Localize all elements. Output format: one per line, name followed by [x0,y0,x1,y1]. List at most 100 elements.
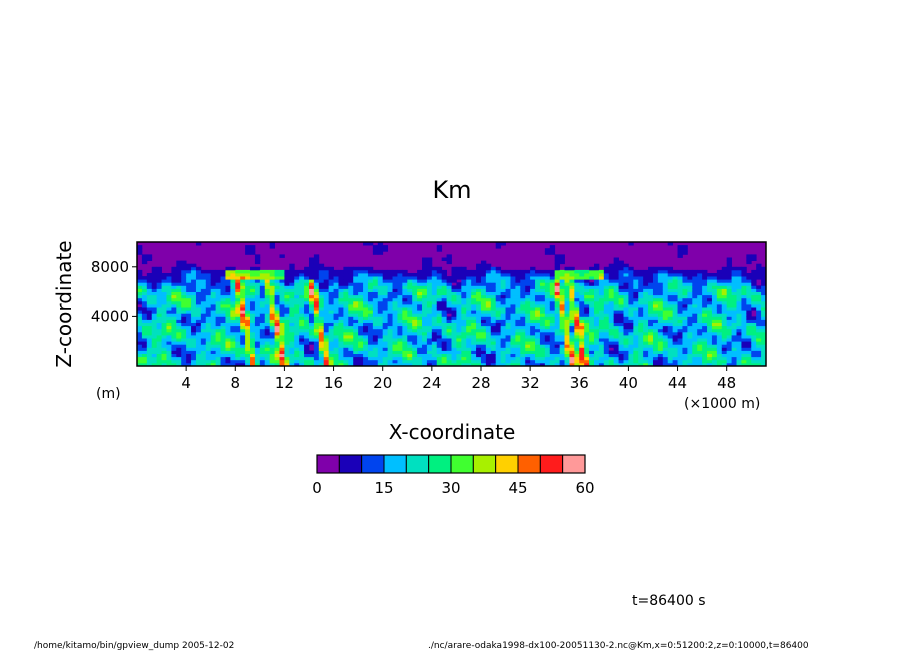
heatmap-cell [245,331,251,336]
heatmap-cell [402,328,408,333]
heatmap-cell [191,282,197,286]
heatmap-cell [554,304,561,308]
heatmap-cell [431,279,438,283]
heatmap-cell [348,319,354,323]
heatmap-cell [574,335,580,339]
heatmap-cell [515,282,521,286]
heatmap-cell [176,285,182,289]
heatmap-cell [539,341,546,345]
heatmap-cell [259,356,266,361]
heatmap-cell [761,325,767,330]
heatmap-cell [338,356,344,361]
heatmap-cell [687,291,693,296]
heatmap-cell [579,341,585,345]
heatmap-cell [382,338,389,342]
heatmap-cell [436,310,443,314]
heatmap-cell [525,344,531,348]
heatmap-cell [657,313,664,317]
heatmap-cell [746,313,752,317]
heatmap-cell [392,350,398,354]
heatmap-cell [323,331,330,336]
heatmap-cell [648,266,654,271]
heatmap-cell [490,325,497,330]
heatmap-cell [323,282,330,286]
heatmap-cell [638,347,644,351]
heatmap-cell [235,313,241,317]
heatmap-cell [652,325,659,330]
heatmap-cell [682,297,688,302]
heatmap-cell [628,294,634,299]
heatmap-cell [254,313,261,317]
heatmap-cell [731,313,737,317]
heatmap-cell [466,344,472,348]
heatmap-cell [726,260,733,265]
heatmap-cell [520,316,526,320]
heatmap-cell [672,282,678,286]
heatmap-cell [274,313,280,317]
heatmap-cell [254,294,261,299]
heatmap-cell [603,269,610,274]
heatmap-cell [269,273,275,277]
heatmap-cell [500,291,506,296]
heatmap-cell [618,307,624,311]
heatmap-cell [254,257,261,261]
heatmap-cell [230,359,236,364]
heatmap-cell [677,297,683,302]
heatmap-cell [662,347,669,351]
heatmap-cell [171,273,177,277]
heatmap-cell [707,316,713,320]
heatmap-cell [304,282,310,286]
heatmap-cell [151,282,158,286]
heatmap-cell [613,316,619,320]
heatmap-cell [431,285,438,289]
heatmap-cell [564,285,570,289]
heatmap-cell [245,276,251,280]
heatmap-cell [510,313,516,317]
heatmap-cell [382,362,389,367]
heatmap-cell [525,285,531,289]
heatmap-cell [205,285,212,289]
heatmap-cell [195,344,202,348]
heatmap-cell [451,362,457,367]
heatmap-cell [677,288,683,292]
heatmap-cell [485,310,492,314]
heatmap-cell [264,294,271,299]
heatmap-cell [161,304,167,308]
heatmap-cell [284,325,290,330]
heatmap-cell [544,356,551,361]
heatmap-cell [648,269,654,274]
heatmap-cell [279,347,285,351]
heatmap-cell [245,322,251,327]
heatmap-cell [731,356,737,361]
heatmap-cell [564,316,570,320]
heatmap-cell [377,245,384,249]
heatmap-cell [657,319,664,323]
heatmap-cell [392,335,398,339]
heatmap-cell [353,362,359,367]
heatmap-cell [677,316,683,320]
heatmap-cell [176,288,182,292]
heatmap-cell [564,307,570,311]
heatmap-cell [289,294,295,299]
heatmap-cell [633,313,639,317]
heatmap-cell [318,285,325,289]
heatmap-cell [323,341,330,345]
heatmap-cell [220,304,226,308]
heatmap-cell [618,300,624,305]
heatmap-cell [205,319,212,323]
heatmap-cell [466,269,472,274]
heatmap-cell [682,279,688,283]
heatmap-cell [191,304,197,308]
heatmap-cell [500,328,506,333]
heatmap-cell [250,347,256,351]
heatmap-cell [205,269,212,274]
heatmap-cell [308,276,315,280]
heatmap-cell [412,344,418,348]
heatmap-cell [195,269,202,274]
heatmap-cell [476,266,482,271]
heatmap-cell [176,344,182,348]
heatmap-cell [741,362,747,367]
heatmap-cell [471,269,477,274]
heatmap-cell [741,304,747,308]
heatmap-cell [397,313,403,317]
